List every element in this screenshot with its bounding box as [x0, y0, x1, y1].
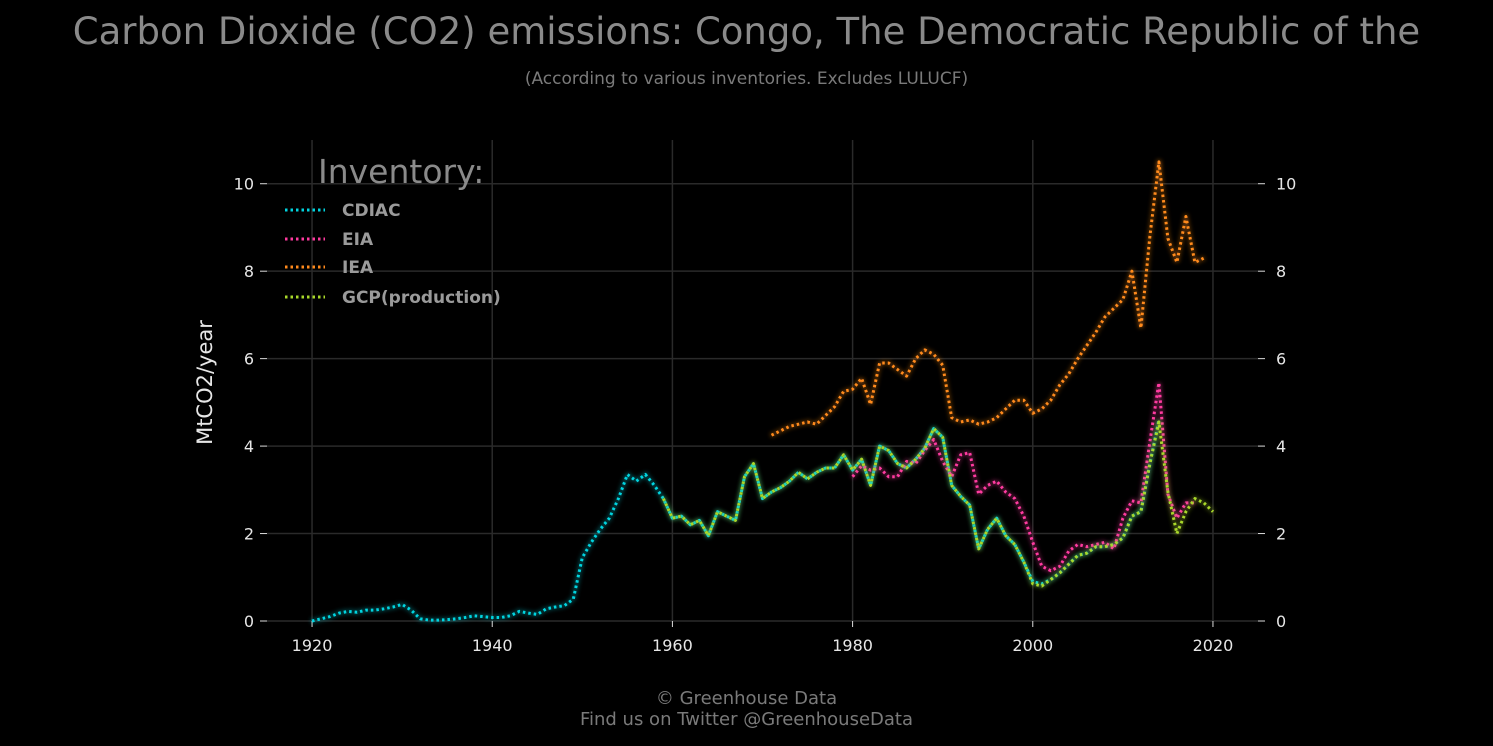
x-tick-label: 1940 — [472, 636, 513, 655]
legend-title: Inventory: — [318, 152, 484, 191]
series-line-cdiac — [311, 419, 1161, 623]
legend-label-eia: EIA — [342, 230, 374, 250]
series-line-iea — [770, 160, 1205, 437]
y-axis-label: MtCO2/year — [193, 320, 217, 445]
y-tick-label-right: 6 — [1276, 350, 1286, 369]
y-tick-label-left: 4 — [244, 437, 254, 456]
y-tick-label-left: 0 — [244, 612, 254, 631]
grid — [267, 140, 1258, 622]
legend: Inventory: CDIAC EIA IEA GCP(production) — [285, 152, 501, 308]
twitter-credit: Find us on Twitter @GreenhouseData — [579, 709, 914, 730]
x-tick-label: 1980 — [832, 636, 873, 655]
x-tick-label: 2000 — [1012, 636, 1053, 655]
y-tick-label-left: 2 — [244, 525, 254, 544]
series — [311, 160, 1215, 623]
y-tick-label-right: 10 — [1276, 175, 1296, 194]
axes: 1920 1940 1960 1980 2000 2020 0 0 2 2 4 4 6 6 8 8 10 10 Mt… — [193, 175, 1296, 655]
y-tick-label-left: 10 — [234, 175, 254, 194]
x-tick-label: 1920 — [292, 636, 333, 655]
series-line-gcp-production — [662, 420, 1215, 588]
chart-subtitle: (According to various inventories. Exclu… — [524, 69, 969, 89]
copyright-text: © Greenhouse Data — [655, 688, 838, 709]
legend-label-cdiac: CDIAC — [342, 201, 401, 221]
y-tick-label-right: 2 — [1276, 525, 1286, 544]
y-tick-label-right: 4 — [1276, 437, 1286, 456]
y-tick-label-left: 6 — [244, 350, 254, 369]
footer: © Greenhouse Data Find us on Twitter @Gr… — [0, 688, 1493, 730]
series-line-eia — [851, 381, 1195, 573]
y-tick-label-right: 8 — [1276, 262, 1286, 281]
y-tick-label-left: 8 — [244, 262, 254, 281]
x-tick-label: 2020 — [1193, 636, 1234, 655]
chart-title: Carbon Dioxide (CO2) emissions: Congo, T… — [72, 10, 1421, 53]
y-tick-label-right: 0 — [1276, 612, 1286, 631]
x-tick-label: 1960 — [652, 636, 693, 655]
legend-label-iea: IEA — [342, 258, 374, 278]
legend-label-gcp-production: GCP(production) — [342, 288, 501, 308]
